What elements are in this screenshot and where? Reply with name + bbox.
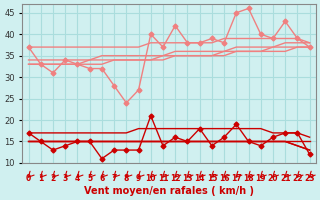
- X-axis label: Vent moyen/en rafales ( km/h ): Vent moyen/en rafales ( km/h ): [84, 186, 254, 196]
